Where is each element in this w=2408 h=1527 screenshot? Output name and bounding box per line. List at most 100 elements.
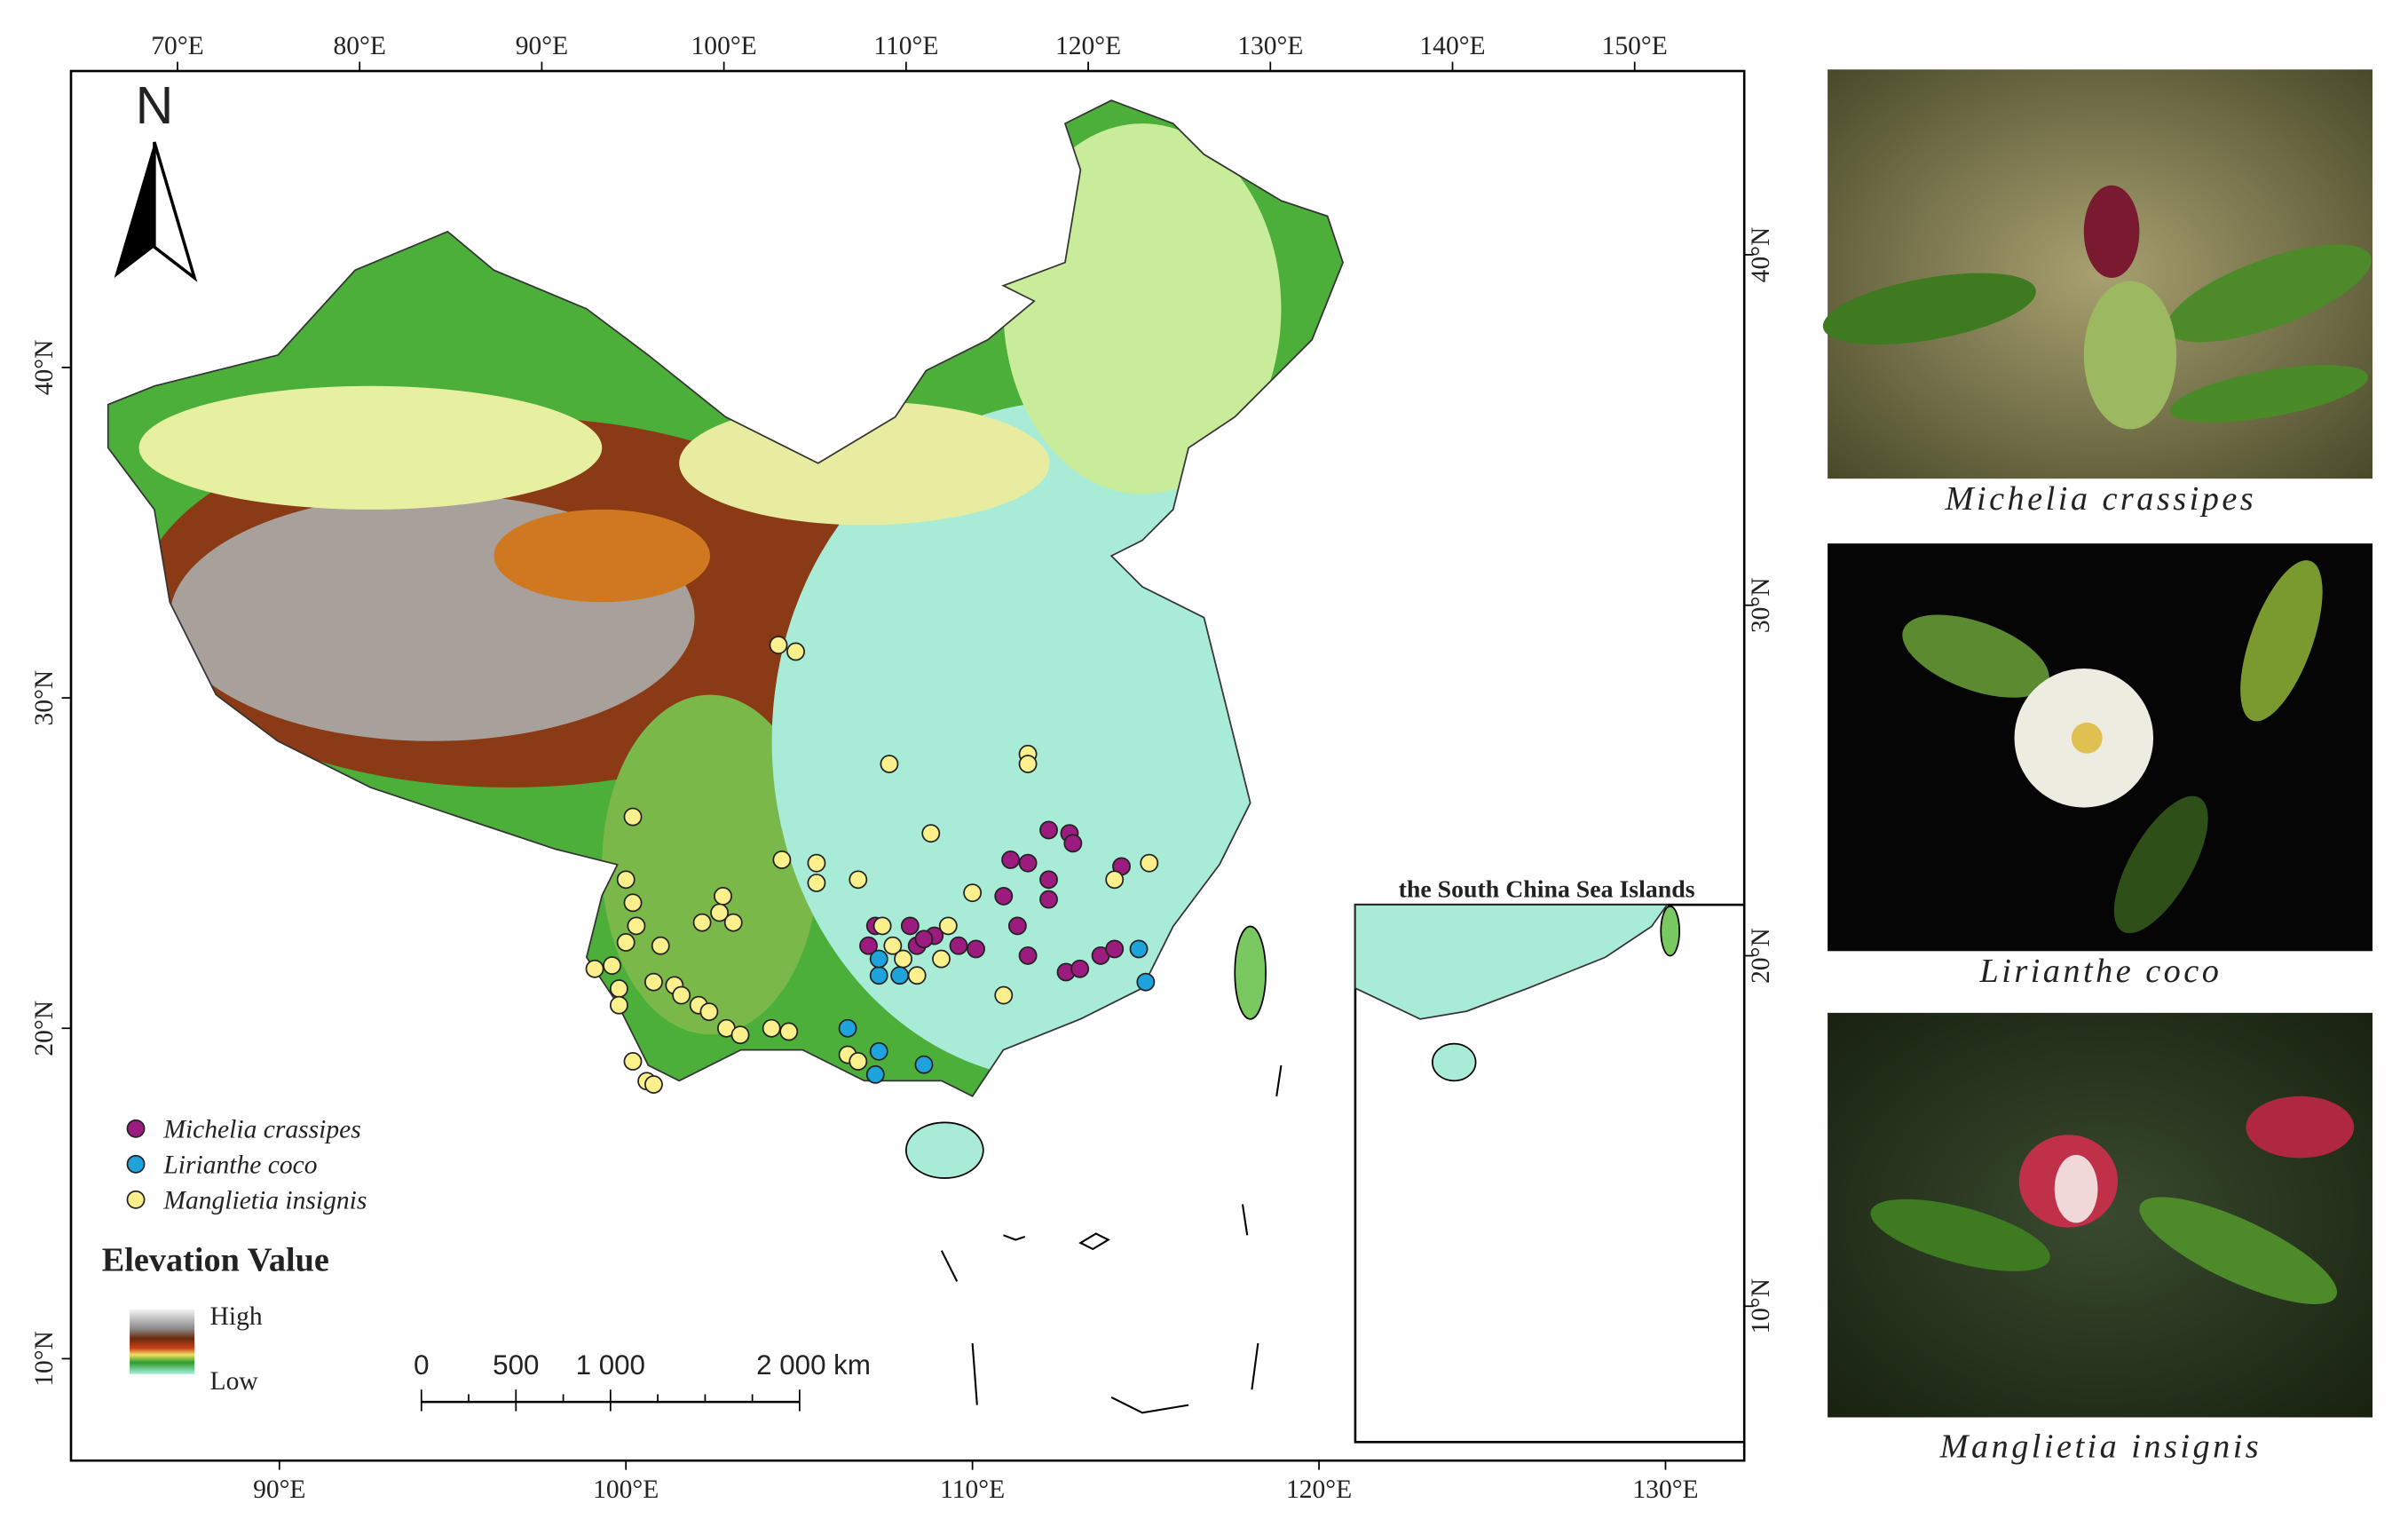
- occurrence-point: [609, 995, 628, 1015]
- top-tick-label: 120°E: [1055, 32, 1121, 60]
- photo-caption: Michelia crassipes: [1945, 480, 2257, 518]
- occurrence-point: [849, 1052, 868, 1071]
- top-tick-label: 70°E: [151, 32, 203, 60]
- left-tick-label: 40°N: [30, 340, 59, 396]
- photo-michelia: [1822, 69, 2373, 479]
- elevation-high: High: [210, 1302, 263, 1331]
- north-arrow: N: [114, 75, 198, 282]
- occurrence-point: [1063, 834, 1083, 853]
- occurrence-point: [1018, 853, 1038, 873]
- scale-bar: 0 500 1 000 2 000 km: [414, 1349, 871, 1412]
- occurrence-point: [692, 913, 712, 932]
- occurrence-point: [914, 1055, 934, 1074]
- occurrence-point: [921, 824, 941, 843]
- occurrence-point: [779, 1022, 799, 1041]
- photo-caption: Manglietia insignis: [1939, 1428, 2262, 1466]
- occurrence-point: [1140, 853, 1159, 873]
- occurrence-point: [1105, 939, 1125, 959]
- legend-label: Lirianthe coco: [162, 1151, 317, 1180]
- occurrence-point: [869, 966, 888, 985]
- occurrence-point: [907, 966, 927, 985]
- occurrence-point: [890, 966, 910, 985]
- taiwan: [1234, 925, 1267, 1020]
- occurrence-point: [859, 936, 878, 955]
- occurrence-point: [1105, 870, 1125, 890]
- occurrence-point: [1001, 851, 1021, 869]
- scale-label: 0: [414, 1349, 429, 1381]
- occurrence-point: [1070, 959, 1090, 978]
- occurrence-point: [1136, 972, 1156, 992]
- top-tick-label: 150°E: [1602, 32, 1668, 60]
- occurrence-point: [967, 939, 985, 959]
- occurrence-point: [949, 936, 968, 955]
- occurrence-point: [730, 1025, 750, 1045]
- occurrence-point: [869, 949, 888, 969]
- occurrence-point: [900, 916, 920, 936]
- occurrence-point: [616, 933, 636, 952]
- occurrence-point: [869, 1041, 888, 1061]
- occurrence-point: [762, 1018, 781, 1038]
- occurrence-point: [623, 893, 643, 913]
- legend-label: Michelia crassipes: [162, 1116, 360, 1144]
- occurrence-point: [914, 930, 934, 949]
- occurrence-point: [807, 853, 826, 873]
- occurrence-point: [772, 851, 792, 869]
- hainan: [904, 1121, 984, 1179]
- bottom-tick-label: 100°E: [593, 1476, 659, 1504]
- scale-label: 1 000: [576, 1349, 645, 1381]
- occurrence-point: [1018, 755, 1038, 773]
- occurrence-point: [807, 874, 826, 892]
- legend-marker: [126, 1119, 146, 1138]
- inset-title: the South China Sea Islands: [1399, 875, 1695, 903]
- occurrence-point: [786, 642, 805, 661]
- inset-hainan: [1432, 1042, 1477, 1082]
- occurrence-point: [1039, 820, 1058, 840]
- occurrence-point: [880, 755, 899, 773]
- occurrence-point: [1129, 939, 1149, 959]
- occurrence-point: [651, 936, 670, 955]
- occurrence-point: [585, 959, 604, 978]
- legend-label: Manglietia insignis: [162, 1187, 367, 1215]
- photo-caption: Lirianthe coco: [1978, 953, 2222, 990]
- top-tick-label: 110°E: [873, 32, 938, 60]
- left-tick-label: 30°N: [30, 670, 59, 726]
- occurrence-point: [872, 916, 892, 936]
- left-tick-label: 20°N: [30, 1001, 59, 1056]
- occurrence-point: [1039, 890, 1058, 909]
- china-border: [107, 99, 1344, 1097]
- elevation-ramp: [130, 1309, 195, 1374]
- top-tick-label: 140°E: [1419, 32, 1485, 60]
- occurrence-point: [710, 903, 730, 922]
- left-tick-label: 10°N: [30, 1331, 59, 1387]
- occurrence-point: [932, 949, 951, 969]
- occurrence-point: [603, 956, 622, 975]
- occurrence-point: [616, 870, 636, 890]
- top-tick-label: 90°E: [516, 32, 568, 60]
- bottom-tick-label: 130°E: [1632, 1476, 1698, 1504]
- bottom-tick-label: 90°E: [253, 1476, 305, 1504]
- occurrence-point: [723, 913, 743, 932]
- photo-manglietia: [1828, 1012, 2373, 1418]
- inset-taiwan: [1660, 905, 1681, 957]
- occurrence-point: [994, 985, 1014, 1005]
- scale-label: 500: [493, 1349, 539, 1381]
- occurrence-point: [672, 985, 691, 1005]
- top-tick-label: 80°E: [334, 32, 386, 60]
- occurrence-point: [644, 1075, 663, 1094]
- top-tick-label: 130°E: [1237, 32, 1303, 60]
- occurrence-point: [865, 1064, 885, 1084]
- elevation-low: Low: [210, 1367, 259, 1396]
- top-tick-label: 100°E: [691, 32, 757, 60]
- inset-land: [1354, 904, 1669, 1020]
- islands: [940, 1064, 1283, 1414]
- occurrence-point: [1007, 916, 1027, 936]
- occurrence-point: [609, 979, 628, 999]
- occurrence-point: [894, 949, 912, 969]
- photo-lirianthe: [1828, 543, 2373, 952]
- occurrence-point: [1039, 870, 1058, 890]
- occurrence-point: [849, 870, 868, 890]
- occurrence-point: [699, 1002, 719, 1022]
- occurrence-point: [838, 1018, 857, 1038]
- legend-marker: [126, 1154, 146, 1174]
- occurrence-point: [1018, 945, 1038, 965]
